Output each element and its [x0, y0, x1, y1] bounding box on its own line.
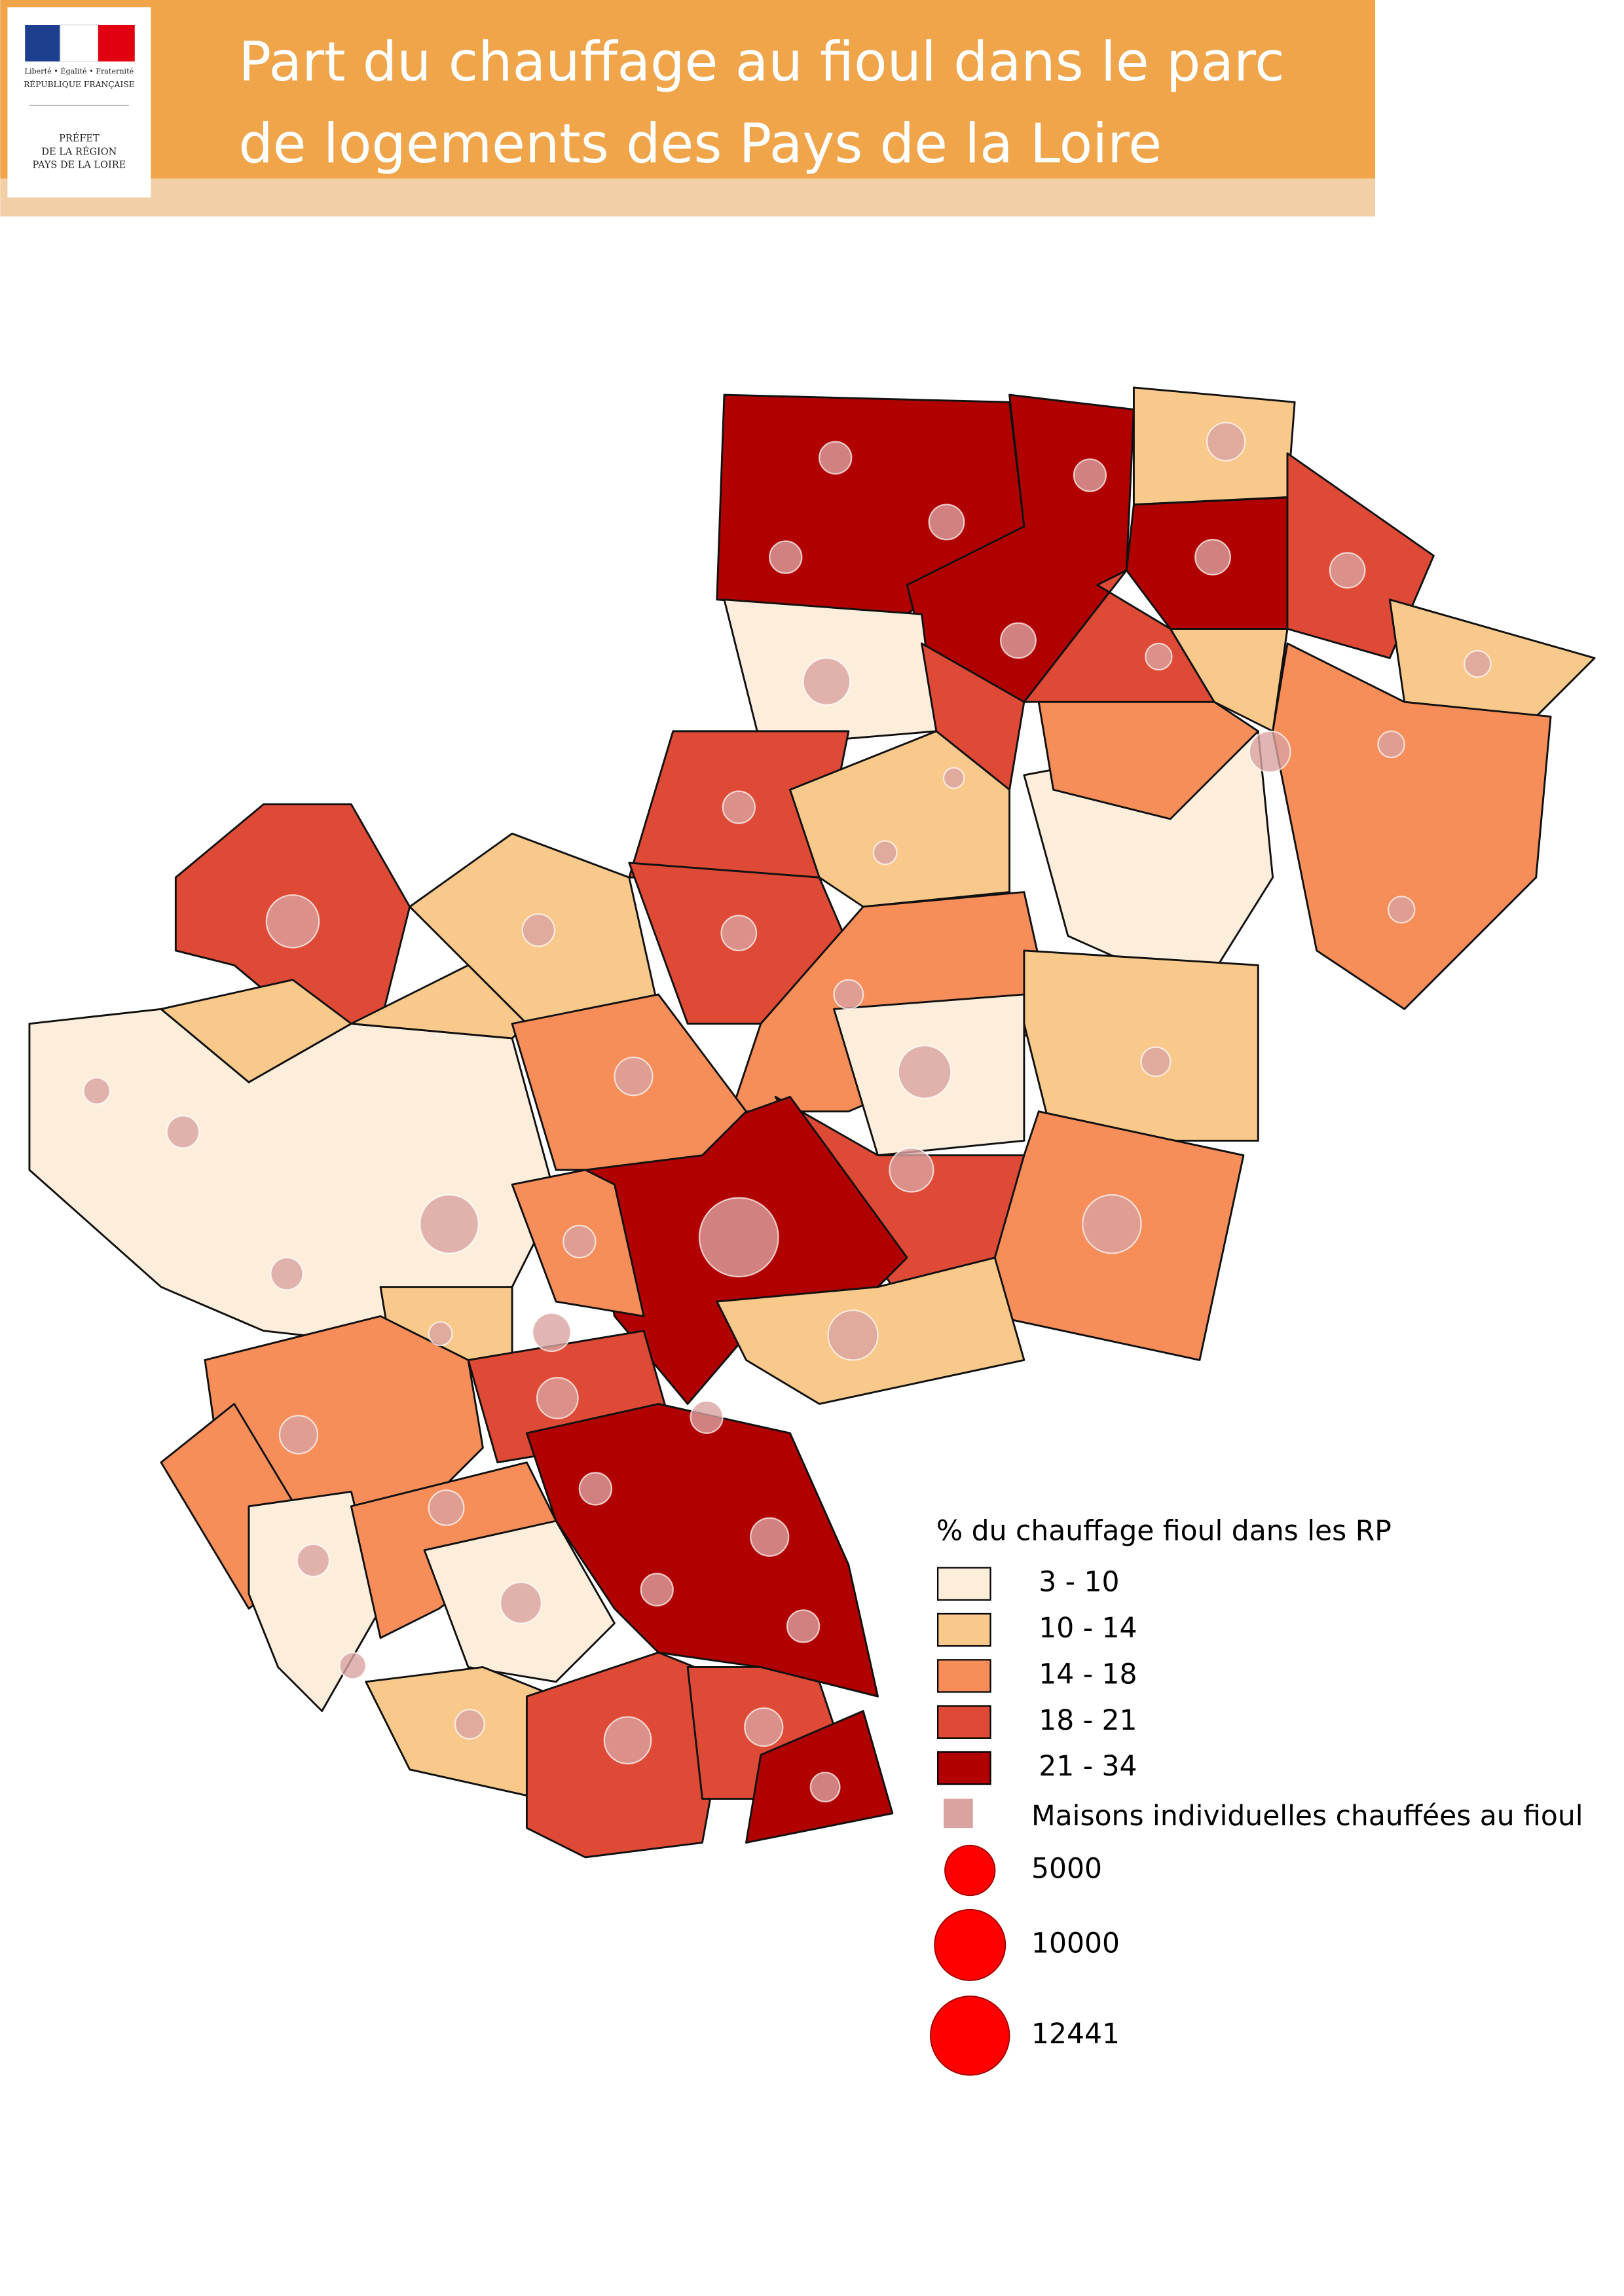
symbol-circle [339, 1652, 367, 1680]
flag-red [98, 24, 135, 62]
symbol-circle [809, 1772, 841, 1803]
symbol-circle [1464, 649, 1492, 678]
symbol-circle [536, 1377, 579, 1419]
legend-swatch [936, 1567, 991, 1601]
symbol-circle [897, 1045, 952, 1099]
symbol-circle [889, 1147, 934, 1193]
symbol-circle [833, 979, 864, 1010]
symbol-circle [942, 767, 965, 790]
symbol-circle [563, 1224, 597, 1259]
symbol-circle [640, 1573, 674, 1607]
symbol-circle [500, 1581, 542, 1624]
symbol-circle [428, 1489, 465, 1526]
symbol-circle [1329, 552, 1366, 589]
region [1023, 949, 1259, 1142]
symbol-circle [265, 894, 320, 949]
title: Part du chauffage au fioul dans le parc [238, 31, 1284, 94]
symbol-circle [1000, 622, 1037, 659]
symbol-circle [614, 1056, 654, 1097]
logo-prefet: PAYS DE LA LOIRE [33, 160, 126, 170]
symbol-circle [1082, 1194, 1142, 1254]
symbol-circle [1073, 458, 1107, 492]
header-band [0, 0, 1375, 179]
symbol-circle [532, 1312, 572, 1353]
symbol-circle [278, 1415, 319, 1455]
size-label: 12441 [1031, 2018, 1120, 2050]
symbol-circle [83, 1077, 111, 1105]
legend-label: 3 - 10 [1039, 1567, 1119, 1599]
symbol-circle [786, 1609, 821, 1643]
legend-label: 18 - 21 [1039, 1705, 1137, 1737]
symbol-circle [578, 1472, 613, 1506]
symbol-circle [928, 503, 965, 541]
legend-symbol-title: Maisons individuelles chauffées au fioul [1031, 1800, 1583, 1832]
legend-label: 14 - 18 [1039, 1658, 1137, 1690]
symbol-circle [296, 1543, 330, 1578]
symbol-circle [769, 540, 803, 574]
symbol-circle [720, 915, 758, 952]
symbol-circle [802, 657, 851, 706]
symbol-circle [1387, 896, 1416, 924]
size-circle [930, 1995, 1010, 2076]
logo-prefet: PRÉFET [59, 132, 100, 144]
symbol-circle [722, 790, 756, 824]
title: de logements des Pays de la Loire [238, 113, 1162, 175]
symbol-circle [744, 1707, 784, 1747]
legend-swatch [936, 1705, 991, 1739]
symbol-circle [750, 1517, 790, 1557]
symbol-circle [827, 1309, 879, 1361]
logo-prefet: DE LA RÉGION [41, 145, 117, 157]
legend-label: 21 - 34 [1039, 1751, 1137, 1783]
symbol-circle [603, 1716, 652, 1765]
size-circle [944, 1844, 996, 1897]
region [1023, 569, 1215, 703]
symbol-circle [1145, 642, 1173, 671]
legend-swatch [936, 1659, 991, 1693]
map [28, 386, 1596, 1859]
symbol-circle [454, 1709, 485, 1740]
symbol-circle [166, 1115, 200, 1149]
legend: % du chauffage fioul dans les RP Maisons… [930, 1515, 1583, 2076]
legend-symbol [944, 1798, 973, 1829]
legend-swatch [936, 1613, 991, 1647]
symbol-circle [1140, 1046, 1172, 1078]
symbol-circle [270, 1256, 304, 1291]
legend-title: % du chauffage fioul dans les RP [936, 1515, 1392, 1547]
logo: Liberté • Égalité • Fraternité RÉPUBLIQU… [7, 7, 151, 198]
size-label: 5000 [1031, 1853, 1102, 1885]
symbol-circle [1248, 730, 1291, 773]
header-strip [0, 178, 1375, 217]
symbol-circle [1206, 422, 1246, 462]
symbol-circle [1194, 539, 1231, 575]
flag-blue [25, 24, 60, 62]
logo-republic: RÉPUBLIQUE FRANÇAISE [24, 79, 135, 89]
symbol-circle [521, 913, 555, 947]
region [1388, 598, 1596, 718]
symbol-circle [419, 1194, 479, 1254]
symbol-circle [819, 441, 853, 475]
symbol-circle [690, 1400, 724, 1434]
symbol-circle [698, 1197, 779, 1278]
size-label: 10000 [1031, 1927, 1120, 1959]
size-circle [934, 1908, 1006, 1981]
logo-motto: Liberté • Égalité • Fraternité [25, 66, 134, 75]
legend-swatch [936, 1751, 991, 1785]
legend-label: 10 - 14 [1039, 1613, 1137, 1645]
flag-white [60, 24, 99, 62]
symbol-circle [872, 840, 898, 866]
symbol-circle [428, 1321, 453, 1347]
symbol-circle [1377, 730, 1405, 759]
